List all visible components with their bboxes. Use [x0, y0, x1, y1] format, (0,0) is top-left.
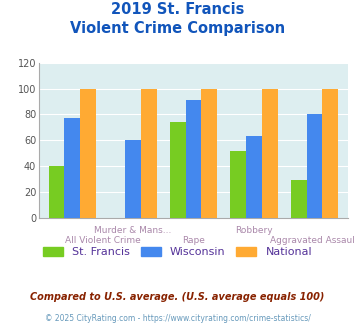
Text: Compared to U.S. average. (U.S. average equals 100): Compared to U.S. average. (U.S. average …: [30, 292, 325, 302]
Text: Violent Crime Comparison: Violent Crime Comparison: [70, 21, 285, 36]
Bar: [49, 166, 65, 218]
Bar: [170, 122, 186, 218]
Bar: [230, 150, 246, 218]
Bar: [246, 136, 262, 218]
Text: Murder & Mans...: Murder & Mans...: [94, 226, 171, 235]
Bar: [141, 88, 157, 218]
Bar: [80, 88, 96, 218]
Bar: [125, 140, 141, 218]
Bar: [186, 100, 201, 218]
Bar: [201, 88, 217, 218]
Text: Robbery: Robbery: [235, 226, 273, 235]
Text: © 2025 CityRating.com - https://www.cityrating.com/crime-statistics/: © 2025 CityRating.com - https://www.city…: [45, 314, 310, 323]
Bar: [65, 118, 80, 218]
Text: Aggravated Assault: Aggravated Assault: [271, 236, 355, 245]
Bar: [291, 180, 307, 218]
Bar: [322, 88, 338, 218]
Text: All Violent Crime: All Violent Crime: [65, 236, 141, 245]
Bar: [307, 115, 322, 218]
Text: 2019 St. Francis: 2019 St. Francis: [111, 2, 244, 16]
Bar: [262, 88, 278, 218]
Text: Rape: Rape: [182, 236, 205, 245]
Legend: St. Francis, Wisconsin, National: St. Francis, Wisconsin, National: [39, 242, 316, 262]
